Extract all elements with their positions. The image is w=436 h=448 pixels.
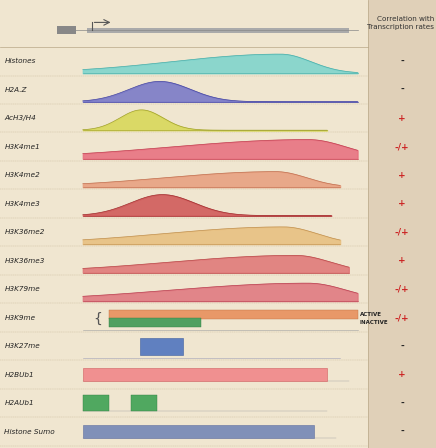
Bar xyxy=(83,425,314,438)
Text: Histone Sumo: Histone Sumo xyxy=(4,429,55,435)
Text: ACTIVE: ACTIVE xyxy=(360,312,382,317)
Text: -: - xyxy=(400,85,404,94)
Bar xyxy=(87,28,349,33)
Text: -/+: -/+ xyxy=(395,284,409,293)
Text: -/+: -/+ xyxy=(395,313,409,322)
Text: -: - xyxy=(400,57,404,66)
Text: H3K27me: H3K27me xyxy=(4,343,40,349)
Text: INACTIVE: INACTIVE xyxy=(360,320,388,325)
Text: Histones: Histones xyxy=(4,58,36,64)
Bar xyxy=(140,337,183,355)
Bar xyxy=(109,319,201,327)
Text: H3K36me2: H3K36me2 xyxy=(4,229,45,235)
Text: -: - xyxy=(400,399,404,408)
Text: +: + xyxy=(398,171,406,180)
Text: H2BUb1: H2BUb1 xyxy=(4,371,34,378)
Bar xyxy=(83,395,109,411)
Text: H3K4me1: H3K4me1 xyxy=(4,144,40,150)
Text: -/+: -/+ xyxy=(395,228,409,237)
Text: H3K4me3: H3K4me3 xyxy=(4,201,40,207)
Text: H3K4me2: H3K4me2 xyxy=(4,172,40,178)
Bar xyxy=(109,310,358,319)
Text: +: + xyxy=(398,114,406,123)
Text: +: + xyxy=(398,370,406,379)
Bar xyxy=(57,26,76,34)
Text: +: + xyxy=(398,256,406,265)
Text: H3K36me3: H3K36me3 xyxy=(4,258,45,263)
Bar xyxy=(131,395,157,411)
Text: {: { xyxy=(94,312,102,326)
Text: AcH3/H4: AcH3/H4 xyxy=(4,115,36,121)
Text: -: - xyxy=(400,341,404,351)
Text: H3K79me: H3K79me xyxy=(4,286,40,292)
Bar xyxy=(368,0,436,448)
Text: H2A.Z: H2A.Z xyxy=(4,87,27,93)
Text: H3K9me: H3K9me xyxy=(4,314,35,321)
Text: +: + xyxy=(398,199,406,208)
Text: -/+: -/+ xyxy=(395,142,409,151)
Text: -: - xyxy=(400,427,404,436)
Text: Correlation with
Transcription rates: Correlation with Transcription rates xyxy=(367,16,434,30)
Bar xyxy=(83,368,327,381)
Text: H2AUb1: H2AUb1 xyxy=(4,400,34,406)
